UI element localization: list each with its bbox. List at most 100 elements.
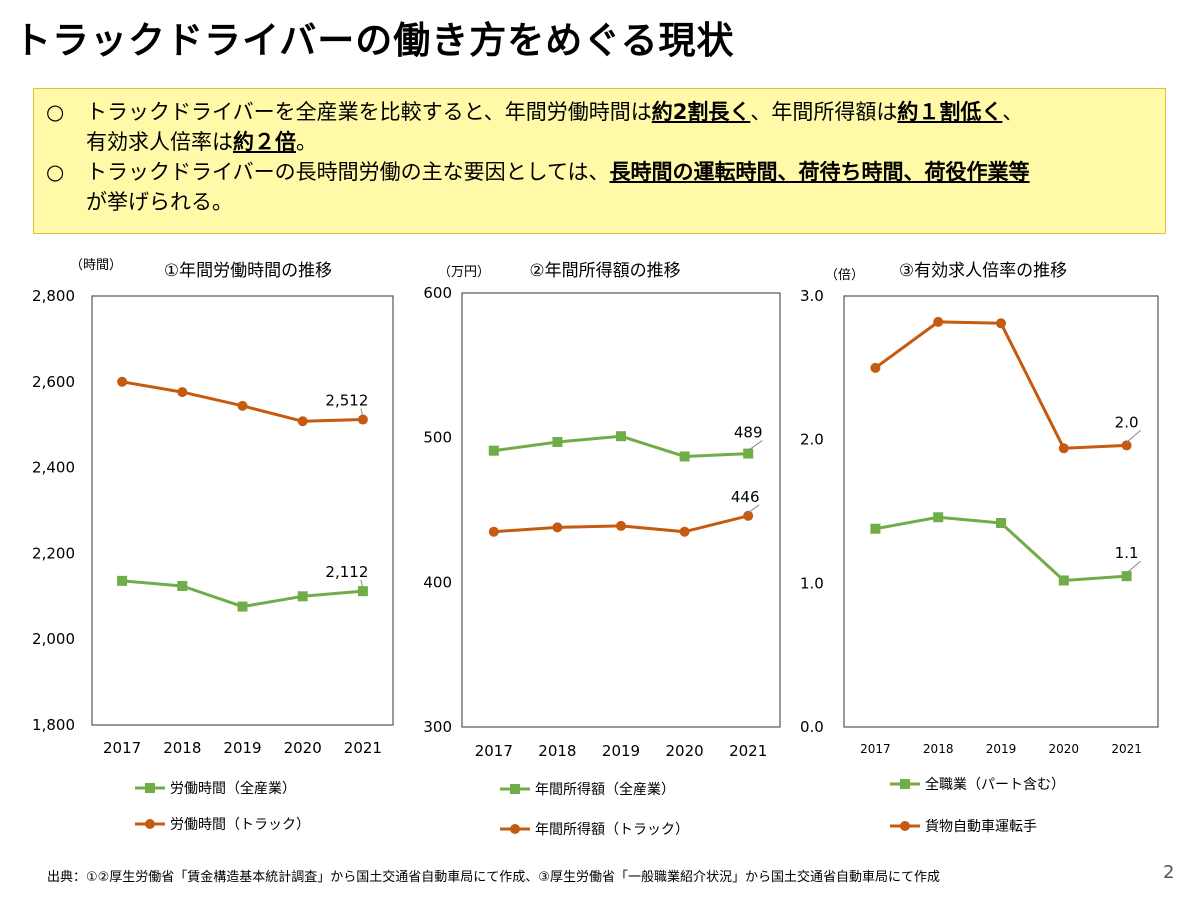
y-tick-label: 0.0 [800,718,824,736]
data-point [357,586,368,597]
x-tick-label: 2017 [860,742,891,756]
chart-1: ①年間労働時間の推移 （時間） 2,800 2,600 2,400 2,200 2,000 1… [32,258,394,833]
data-point [552,437,563,448]
data-point [1058,443,1069,454]
data-point [743,448,754,459]
data-point [996,318,1006,329]
y-tick-label: 1,800 [32,716,75,734]
data-point [743,510,754,521]
label-leader [747,440,763,451]
data-label: 446 [731,488,760,506]
page-title: トラックドライバーの働き方をめぐる現状 [14,19,735,62]
y-tick-label: 2,200 [32,544,75,562]
plot-frame [91,295,394,726]
chart-3: ③有効求人倍率の推移 （倍）3.0 2.0 1.0 0.0 2017 2018 2019 202… [800,261,1159,835]
summary-line-2: 有効求人倍率は約２倍。 [86,130,317,154]
legend-label: 労働時間（トラック） [170,817,310,833]
data-label: 1.1 [1115,544,1139,562]
bullet-mark: ○ [46,100,65,124]
data-point [616,520,626,531]
x-tick-label: 2018 [163,739,201,757]
summary-line-3: ○ トラックドライバーの長時間労働の主な要因としては、長時間の運転時間、荷待ち時間… [46,157,1153,187]
data-point [297,591,308,602]
legend-swatch-marker [900,779,910,789]
chart-title: ②年間所得額の推移 [529,261,680,281]
data-point [177,387,188,398]
x-tick-label: 2017 [475,742,513,760]
x-tick-label: 2021 [729,742,767,760]
data-label: 2,512 [325,392,368,410]
x-tick-label: 2018 [538,742,576,760]
y-tick-label: 500 [423,429,452,447]
plot-frame [843,295,1159,728]
chart-title: ③有効求人倍率の推移 [899,261,1067,281]
legend-swatch-marker [145,783,155,793]
data-point [488,445,499,456]
y-tick-label: 2,000 [32,630,75,648]
x-tick-label: 2020 [1049,742,1080,756]
unit-label: （倍） [825,268,864,283]
y-tick-label: 2,400 [32,459,75,477]
summary-line-1: ○ トラックドライバーを全産業を比較すると、年間労働時間は約2割長く、年間所得額は… [46,97,1153,127]
y-tick-label: 600 [423,284,452,302]
x-tick-label: 2021 [1111,742,1142,756]
source-note: 出典：①②厚生労働省「賃金構造基本統計調査」から国土交通省自動車局にて作成、③厚… [47,870,940,885]
legend-swatch-marker [900,821,910,831]
x-tick-label: 2020 [284,739,322,757]
summary-box: ○ トラックドライバーを全産業を比較すると、年間労働時間は約2割長く、年間所得額は… [33,88,1166,234]
data-point [117,376,128,387]
data-point [996,517,1006,528]
highlight-income: 約１割低く [897,100,1003,124]
data-point [117,575,128,586]
data-point [1121,571,1132,582]
data-point [237,400,248,411]
y-tick-label: 2,800 [32,287,75,305]
x-tick-label: 2019 [223,739,261,757]
label-leader [1126,430,1141,443]
data-point [297,416,308,427]
chart-2: ②年間所得額の推移 （万円） 600 500 400 300 2017 2018 2019 202… [423,261,781,838]
y-tick-label: 1.0 [800,574,824,592]
legend-label: 年間所得額（全産業） [535,781,675,798]
legend-label: 全職業（パート含む） [925,776,1065,793]
data-point [616,431,626,442]
x-tick-label: 2020 [666,742,704,760]
chart-title: ①年間労働時間の推移 [164,261,332,281]
y-tick-label: 2.0 [800,431,824,449]
summary-line-4: が挙げられる。 [86,190,233,214]
x-tick-label: 2019 [986,742,1017,756]
data-point [1058,575,1069,586]
legend-swatch-marker [510,824,520,834]
x-tick-label: 2018 [923,742,954,756]
highlight-ratio: 約２倍 [233,130,296,154]
highlight-factors: 長時間の運転時間、荷待ち時間、荷役作業等 [609,160,1030,184]
y-tick-label: 3.0 [800,287,824,305]
page-number: 2 [1163,862,1175,883]
data-point [177,581,188,592]
data-point [870,362,881,373]
label-leader [747,504,760,514]
data-point [1121,440,1132,451]
data-point [933,316,944,327]
label-leader [360,580,364,589]
x-tick-label: 2021 [344,739,382,757]
y-tick-label: 300 [423,718,452,736]
data-point [679,526,690,537]
y-tick-label: 2,600 [32,373,75,391]
data-point [357,414,368,425]
data-point [237,601,248,612]
legend-swatch-marker [145,819,155,829]
x-tick-label: 2019 [602,742,640,760]
label-leader [360,408,364,417]
series-line [874,320,1127,450]
bullet-mark: ○ [46,160,65,184]
legend-label: 年間所得額（トラック） [535,821,689,838]
x-tick-label: 2017 [103,739,141,757]
label-leader [1126,560,1141,574]
plot-frame [461,292,781,728]
legend-label: 貨物自動車運転手 [925,818,1037,835]
data-point [870,523,881,534]
data-label: 2,112 [325,563,368,581]
data-label: 2.0 [1115,413,1139,431]
